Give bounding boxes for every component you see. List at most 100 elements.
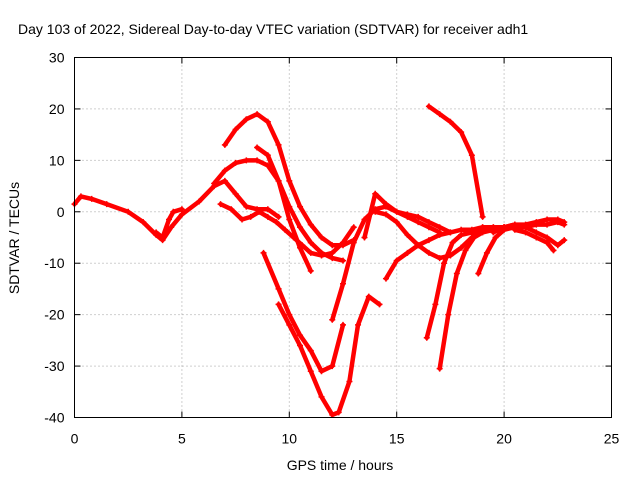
- x-tick-label: 25: [604, 431, 620, 447]
- data-point: [329, 316, 336, 323]
- data-point: [196, 198, 203, 205]
- data-point: [436, 365, 443, 372]
- data-point: [404, 231, 411, 238]
- y-axis-label: SDTVAR / TECUs: [6, 182, 22, 294]
- data-point: [533, 229, 540, 236]
- data-point: [490, 229, 497, 236]
- data-point: [264, 152, 271, 159]
- data-point: [425, 219, 432, 226]
- y-tick-label: -30: [44, 358, 64, 374]
- data-point: [166, 216, 173, 223]
- data-point: [232, 159, 239, 166]
- data-point: [239, 216, 246, 223]
- data-point: [372, 190, 379, 197]
- data-point: [318, 368, 325, 375]
- data-point: [361, 216, 368, 223]
- series-8-line: [276, 294, 382, 418]
- data-point: [475, 270, 482, 277]
- data-point: [275, 177, 282, 184]
- data-point: [153, 229, 160, 236]
- data-point: [350, 239, 357, 246]
- data-point: [286, 321, 293, 328]
- data-point: [365, 293, 372, 300]
- data-point: [415, 213, 422, 220]
- y-tick-label: 30: [49, 50, 65, 66]
- data-point: [423, 334, 430, 341]
- data-point: [511, 221, 518, 228]
- data-point: [329, 255, 336, 262]
- data-point: [264, 118, 271, 125]
- data-point: [355, 321, 362, 328]
- series-7-line: [261, 250, 346, 374]
- data-point: [561, 219, 568, 226]
- data-point: [522, 229, 529, 236]
- data-point: [382, 275, 389, 282]
- data-point: [247, 213, 254, 220]
- data-point: [140, 219, 147, 226]
- data-point: [425, 249, 432, 256]
- data-point: [297, 224, 304, 231]
- data-point: [217, 201, 224, 208]
- x-tick-label: 0: [71, 431, 79, 447]
- data-point: [533, 234, 540, 241]
- data-point: [88, 195, 95, 202]
- x-tick-label: 15: [389, 431, 405, 447]
- data-point: [282, 226, 289, 233]
- data-point: [307, 267, 314, 274]
- data-point: [458, 226, 465, 233]
- data-series: [71, 103, 568, 418]
- data-point: [492, 234, 499, 241]
- data-point: [561, 237, 568, 244]
- data-point: [159, 234, 166, 241]
- data-point: [544, 234, 551, 241]
- data-point: [468, 152, 475, 159]
- data-point: [264, 213, 271, 220]
- data-point: [425, 103, 432, 110]
- data-point: [471, 234, 478, 241]
- data-point: [436, 255, 443, 262]
- data-point: [307, 249, 314, 256]
- y-tick-label: -40: [44, 410, 64, 426]
- data-point: [415, 219, 422, 226]
- data-point: [243, 203, 250, 210]
- x-axis-label: GPS time / hours: [287, 457, 394, 473]
- data-point: [544, 216, 551, 223]
- data-point: [307, 347, 314, 354]
- data-point: [232, 190, 239, 197]
- data-point: [554, 216, 561, 223]
- data-point: [329, 249, 336, 256]
- data-point: [329, 411, 336, 418]
- plot-frame: [74, 57, 612, 418]
- series-6-line: [254, 145, 314, 274]
- data-point: [318, 393, 325, 400]
- data-point: [453, 270, 460, 277]
- data-point: [440, 260, 447, 267]
- data-point: [393, 257, 400, 264]
- data-point: [350, 224, 357, 231]
- data-point: [178, 211, 185, 218]
- data-point: [286, 216, 293, 223]
- data-point: [346, 378, 353, 385]
- data-point: [254, 111, 261, 118]
- data-point: [393, 208, 400, 215]
- data-point: [170, 208, 177, 215]
- y-tick-label: -10: [44, 255, 64, 271]
- data-point: [273, 219, 280, 226]
- chart-title: Day 103 of 2022, Sidereal Day-to-day VTE…: [18, 21, 528, 37]
- data-point: [544, 239, 551, 246]
- data-point: [415, 242, 422, 249]
- data-point: [275, 285, 282, 292]
- data-point: [468, 229, 475, 236]
- data-point: [425, 237, 432, 244]
- series-13-line: [426, 104, 485, 220]
- data-point: [436, 231, 443, 238]
- data-point: [483, 249, 490, 256]
- data-point: [404, 249, 411, 256]
- x-tick-label: 20: [496, 431, 512, 447]
- data-point: [221, 141, 228, 148]
- data-point: [458, 231, 465, 238]
- data-point: [297, 244, 304, 251]
- y-tick-label: 0: [57, 204, 65, 220]
- data-point: [221, 177, 228, 184]
